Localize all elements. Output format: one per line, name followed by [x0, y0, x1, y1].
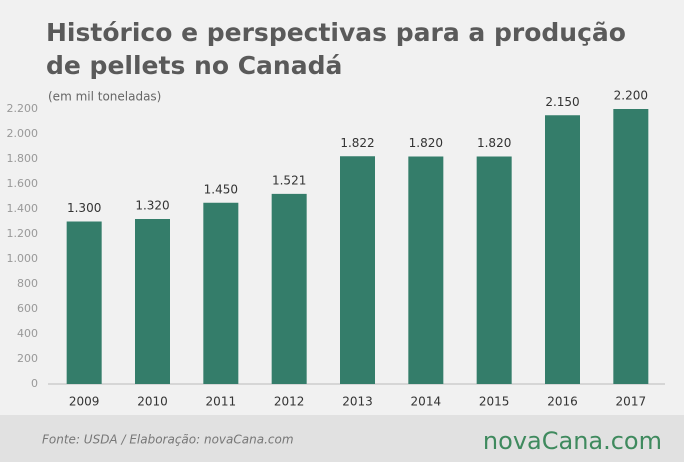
- value-label: 1.820: [409, 136, 443, 150]
- logo: novaCana.com: [483, 427, 662, 455]
- bar: [613, 109, 649, 384]
- y-tick-label: 1.000: [7, 252, 39, 265]
- bar: [66, 221, 102, 384]
- value-label: 1.521: [272, 173, 306, 187]
- bar: [545, 115, 580, 384]
- chart-title: de pellets no Canadá: [46, 51, 342, 80]
- y-tick-label: 1.800: [7, 152, 39, 165]
- bar: [408, 156, 444, 384]
- bar: [340, 156, 375, 384]
- x-tick-label: 2016: [547, 395, 578, 409]
- x-tick-label: 2009: [69, 395, 100, 409]
- value-label: 2.150: [545, 95, 579, 109]
- x-tick-label: 2017: [616, 395, 647, 409]
- x-tick-label: 2014: [411, 395, 442, 409]
- x-tick-label: 2011: [206, 395, 237, 409]
- x-tick-label: 2013: [342, 395, 373, 409]
- value-label: 1.450: [204, 182, 238, 196]
- y-tick-label: 1.600: [7, 177, 39, 190]
- x-tick-label: 2015: [479, 395, 510, 409]
- chart-title: Histórico e perspectivas para a produção: [46, 18, 626, 47]
- y-tick-label: 2.200: [7, 102, 39, 115]
- y-tick-label: 600: [17, 302, 38, 315]
- bar: [476, 156, 512, 384]
- y-tick-label: 200: [17, 352, 38, 365]
- value-label: 1.320: [135, 199, 169, 213]
- value-label: 1.822: [340, 136, 374, 150]
- value-label: 1.300: [67, 201, 101, 215]
- y-tick-label: 400: [17, 327, 38, 340]
- source-note: Fonte: USDA / Elaboração: novaCana.com: [42, 433, 294, 447]
- y-tick-label: 0: [31, 377, 38, 390]
- y-tick-label: 800: [17, 277, 38, 290]
- value-label: 1.820: [477, 136, 511, 150]
- x-tick-label: 2012: [274, 395, 305, 409]
- value-label: 2.200: [614, 89, 648, 103]
- x-tick-label: 2010: [137, 395, 168, 409]
- y-tick-label: 1.200: [7, 227, 39, 240]
- bar: [203, 202, 239, 384]
- bar: [271, 193, 307, 384]
- footer-band: [0, 415, 684, 462]
- chart-subtitle: (em mil toneladas): [48, 90, 161, 104]
- y-tick-label: 1.400: [7, 202, 39, 215]
- y-tick-label: 2.000: [7, 127, 39, 140]
- bar: [135, 219, 170, 384]
